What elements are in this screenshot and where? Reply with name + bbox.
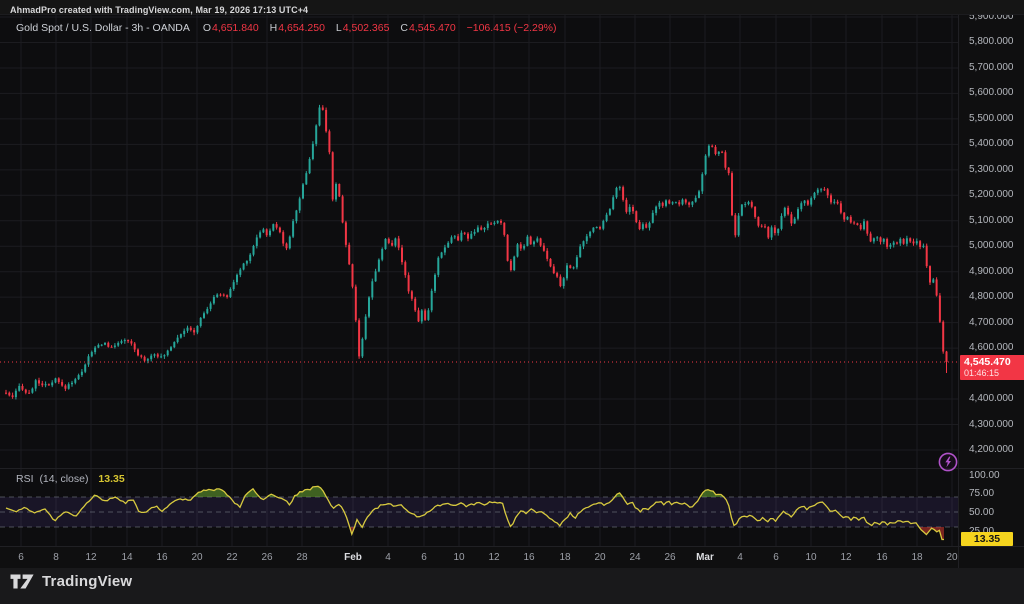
low-label: L — [335, 22, 342, 34]
price-axis-label: 5,000.000 — [969, 240, 1014, 252]
price-axis-label: 4,200.000 — [969, 443, 1014, 455]
time-axis-label: 14 — [121, 552, 133, 563]
attribution-bar: AhmadPro created with TradingView.com, M… — [0, 0, 1024, 15]
price-axis-label: 4,800.000 — [969, 291, 1014, 303]
time-axis-label: 16 — [156, 552, 168, 563]
price-axis-label: 5,700.000 — [969, 61, 1014, 73]
price-axis-label: 4,400.000 — [969, 393, 1014, 405]
price-axis-label: 5,500.000 — [969, 112, 1014, 124]
time-axis-label: 26 — [664, 552, 676, 563]
time-axis-label: 4 — [385, 552, 391, 563]
time-axis-label: 12 — [85, 552, 97, 563]
rsi-axis-label: 75.00 — [969, 488, 995, 500]
time-axis-label: 6 — [18, 552, 24, 563]
open-value: 4,651.840 — [212, 22, 259, 34]
time-axis-label: 20 — [594, 552, 606, 563]
close-label: C — [400, 22, 408, 34]
time-axis-label: 10 — [805, 552, 817, 563]
attribution-text: AhmadPro created with TradingView.com, M… — [10, 5, 309, 15]
time-axis-label: 12 — [840, 552, 852, 563]
high-label: H — [269, 22, 278, 34]
rsi-value-badge: 13.35 — [961, 532, 1013, 547]
time-axis-label: 20 — [191, 552, 203, 563]
symbol-title[interactable]: Gold Spot / U.S. Dollar - 3h - OANDA — [16, 22, 190, 34]
time-axis-label: 12 — [488, 552, 500, 563]
lightning-bolt-icon — [938, 452, 958, 472]
time-axis-label: 28 — [296, 552, 308, 563]
price-axis-label: 5,800.000 — [969, 36, 1014, 48]
last-price-value: 4,545.470 — [964, 355, 1011, 368]
rsi-current-value: 13.35 — [98, 473, 125, 485]
rsi-axis-label: 100.00 — [969, 469, 1000, 481]
candlestick-series — [5, 104, 948, 400]
instant-trading-button[interactable] — [936, 450, 960, 474]
time-axis-label: 20 — [946, 552, 958, 563]
price-axis-label: 4,600.000 — [969, 342, 1014, 354]
rsi-line — [5, 485, 944, 541]
tradingview-logo-icon — [10, 574, 34, 589]
rsi-params: (14, close) — [39, 473, 89, 485]
price-axis-label: 5,100.000 — [969, 214, 1014, 226]
price-axis-label: 5,600.000 — [969, 87, 1014, 99]
symbol-legend-row: Gold Spot / U.S. Dollar - 3h - OANDA O4,… — [16, 22, 557, 34]
low-value: 4,502.365 — [342, 22, 390, 34]
change-value: −106.415 (−2.29%) — [466, 22, 557, 34]
time-axis-label: 18 — [559, 552, 571, 563]
bar-countdown-text: 01:46:15 — [964, 367, 1000, 378]
price-axis-label: 5,400.000 — [969, 138, 1014, 150]
open-label: O — [202, 22, 211, 34]
time-axis-label: Mar — [696, 552, 714, 563]
time-axis-label: 16 — [523, 552, 535, 563]
rsi-axis-label: 25.00 — [969, 525, 995, 537]
time-axis-label: 8 — [53, 552, 59, 563]
price-axis-label: 5,300.000 — [969, 163, 1014, 175]
tradingview-logo[interactable]: TradingView — [10, 573, 132, 590]
last-price-badge: 4,545.470 01:46:15 — [960, 354, 1024, 380]
time-axis-label: 18 — [911, 552, 923, 563]
time-axis-label: 26 — [261, 552, 273, 563]
time-axis-label: 10 — [453, 552, 465, 563]
time-axis-label: 16 — [876, 552, 888, 563]
rsi-title[interactable]: RSI — [16, 473, 34, 485]
price-axis-label: 4,900.000 — [969, 265, 1014, 277]
time-axis-label: 6 — [421, 552, 427, 563]
price-axis-label: 5,900.000 — [969, 11, 1014, 22]
time-axis-label: Feb — [344, 552, 362, 563]
time-axis-label: 4 — [737, 552, 743, 563]
price-axis-label: 4,300.000 — [969, 418, 1014, 430]
rsi-axis-label: 50.00 — [969, 507, 995, 518]
price-axis-label: 5,200.000 — [969, 189, 1014, 201]
rsi-overbought-fill — [6, 486, 944, 497]
high-value: 4,654.250 — [278, 22, 325, 34]
price-axis-label: 4,700.000 — [969, 316, 1014, 328]
tradingview-logo-text: TradingView — [42, 573, 133, 590]
footer-bar: TradingView — [0, 568, 1024, 604]
time-axis-label: 22 — [226, 552, 238, 563]
time-axis-label: 24 — [629, 552, 641, 563]
close-value: 4,545.470 — [408, 22, 456, 34]
rsi-legend-row: RSI (14, close) 13.35 — [16, 473, 125, 485]
time-axis-label: 6 — [773, 552, 779, 563]
